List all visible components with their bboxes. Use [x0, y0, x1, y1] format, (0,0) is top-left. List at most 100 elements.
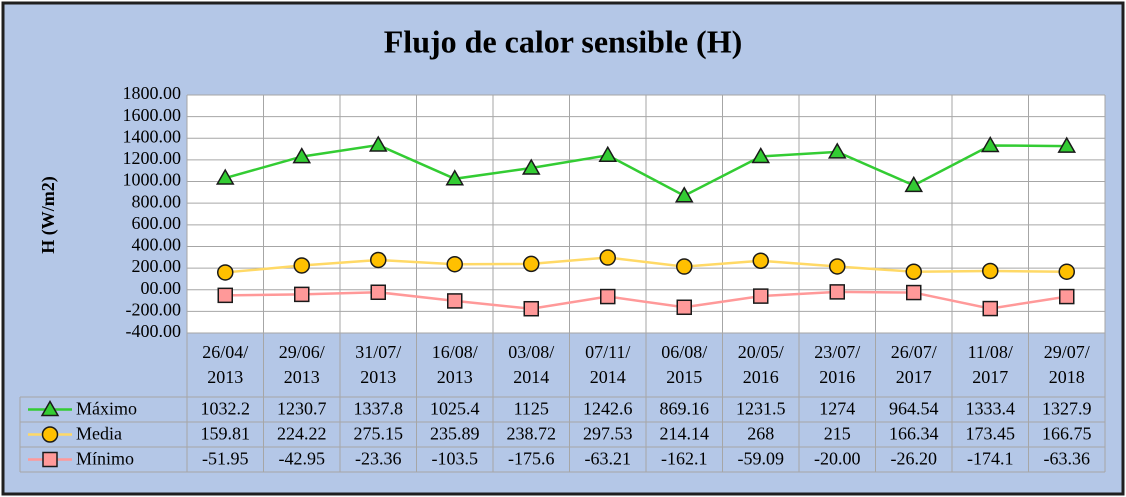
table-value: 173.45	[966, 424, 1016, 444]
marker	[370, 251, 387, 269]
y-tick-label: -200.00	[126, 299, 182, 319]
table-value: 964.54	[889, 399, 939, 419]
x-tick-text: 26/07/2017	[890, 342, 937, 387]
table-value: 1327.9	[1042, 399, 1092, 419]
y-tick-label: 1400.00	[123, 126, 182, 146]
marker	[1058, 263, 1075, 280]
legend-marker	[41, 426, 59, 443]
y-tick-label: 1200.00	[123, 148, 182, 168]
marker	[829, 258, 846, 275]
table-value: -59.09	[738, 449, 785, 469]
table-value: 1032.2	[201, 399, 251, 419]
table-value: 235.89	[430, 424, 480, 444]
x-tick-label: 06/08/2015	[646, 336, 723, 394]
table-value: -51.95	[202, 449, 249, 469]
table-value: -174.1	[967, 449, 1014, 469]
marker	[829, 284, 845, 300]
table-value: 1274	[819, 399, 855, 419]
table-value: -175.6	[508, 449, 555, 469]
marker	[447, 293, 463, 309]
legend-label: Mínimo	[76, 449, 134, 469]
legend-marker	[40, 399, 60, 417]
y-tick-label: 400.00	[132, 235, 182, 255]
legend-label: Media	[76, 424, 122, 444]
marker	[600, 288, 616, 305]
y-tick-label: 1600.00	[123, 105, 182, 125]
marker	[674, 186, 694, 203]
table-value: 214.14	[660, 424, 710, 444]
y-tick-label: 200.00	[132, 256, 182, 276]
marker	[905, 263, 922, 280]
x-tick-label: 07/11/2014	[570, 336, 647, 394]
marker	[523, 255, 540, 273]
marker	[753, 288, 769, 304]
y-tick-label: -400.00	[126, 321, 182, 341]
table-value: -26.20	[891, 449, 938, 469]
table-value: 1231.5	[736, 399, 786, 419]
table-value: 159.81	[201, 424, 251, 444]
chart-title: Flujo de calor sensible (H)	[384, 23, 743, 59]
x-tick-label: 11/08/2017	[952, 336, 1029, 394]
marker	[445, 169, 465, 186]
x-tick-label: 03/08/2014	[493, 336, 570, 394]
x-tick-label: 26/04/2013	[187, 336, 264, 394]
marker	[217, 287, 233, 304]
x-tick-text: 29/07/2018	[1043, 342, 1090, 387]
y-tick-label: 600.00	[132, 213, 182, 233]
table-value: 224.22	[277, 424, 327, 444]
table-value: 1242.6	[583, 399, 633, 419]
x-tick-label: 29/07/2018	[1029, 336, 1106, 394]
marker	[599, 249, 616, 266]
y-axis-label: H (W/m2)	[38, 176, 59, 253]
table-value: 1230.7	[277, 399, 327, 419]
table-value: 275.15	[354, 424, 404, 444]
x-tick-label: 29/06/2013	[264, 336, 341, 394]
table-value: 268	[747, 424, 774, 444]
marker	[906, 284, 922, 301]
series-line	[224, 143, 1067, 198]
marker	[980, 135, 1000, 153]
marker	[751, 146, 771, 164]
y-tick-label: 00.00	[141, 278, 182, 298]
legend-marker	[42, 451, 58, 468]
table-value: 1125	[514, 399, 549, 419]
table-value: 166.75	[1042, 424, 1092, 444]
x-tick-text: 26/04/2013	[202, 342, 249, 387]
x-tick-text: 16/08/2013	[431, 342, 478, 387]
marker	[598, 145, 618, 163]
marker	[521, 158, 541, 175]
table-value: 166.34	[889, 424, 939, 444]
marker	[982, 262, 999, 280]
series-line	[225, 256, 1067, 274]
marker	[1057, 136, 1077, 153]
x-tick-text: 11/08/2017	[967, 342, 1013, 387]
table-value: 238.72	[507, 424, 557, 444]
x-tick-label: 26/07/2017	[876, 336, 953, 394]
marker	[752, 252, 769, 269]
marker	[215, 168, 235, 185]
marker	[293, 257, 310, 274]
table-value: -20.00	[814, 449, 861, 469]
table-value: -23.36	[355, 449, 402, 469]
marker	[523, 300, 539, 317]
table-value: 1337.8	[354, 399, 404, 419]
marker	[676, 258, 693, 275]
y-tick-label: 800.00	[132, 191, 182, 211]
table-value: 215	[824, 424, 851, 444]
legend-label: Máximo	[76, 399, 137, 419]
marker	[982, 300, 998, 317]
marker	[827, 142, 847, 159]
x-tick-label: 31/07/2013	[340, 336, 417, 394]
x-tick-label: 20/05/2016	[723, 336, 800, 394]
table-value: -42.95	[279, 449, 326, 469]
x-tick-text: 03/08/2014	[508, 342, 555, 387]
marker	[217, 264, 234, 281]
x-tick-text: 23/07/2016	[814, 342, 861, 387]
table-value: 1025.4	[430, 399, 480, 419]
marker	[904, 175, 924, 193]
y-tick-label: 1800.00	[123, 83, 182, 103]
marker	[446, 255, 463, 273]
table-value: 1333.4	[966, 399, 1016, 419]
